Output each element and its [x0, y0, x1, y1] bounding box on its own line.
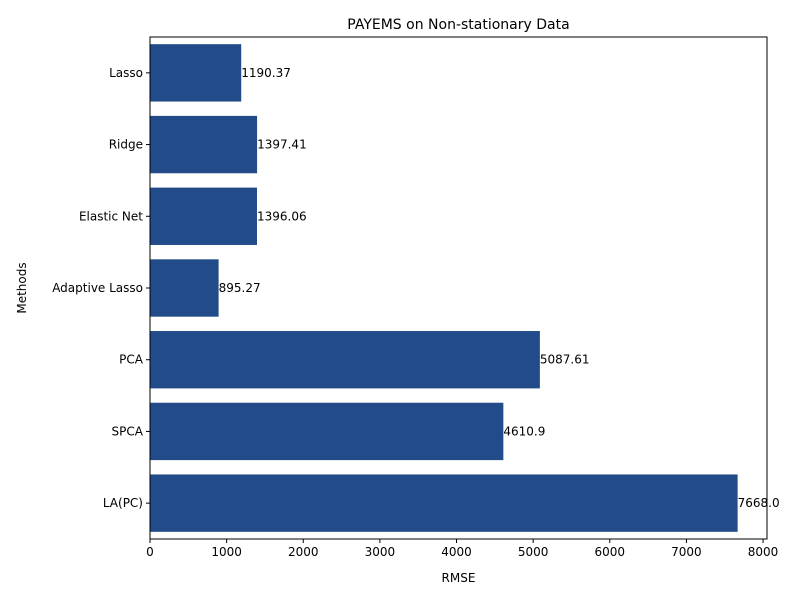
y-tick-label-4: PCA: [119, 353, 144, 367]
x-tick-label-7: 7000: [671, 545, 702, 559]
y-tick-label-6: LA(PC): [103, 496, 143, 510]
y-tick-label-0: Lasso: [109, 66, 143, 80]
x-tick-label-4: 4000: [441, 545, 472, 559]
bar-0: [150, 44, 242, 102]
chart-title: PAYEMS on Non-stationary Data: [347, 17, 569, 33]
bar-2: [150, 187, 257, 245]
axes-frame: [149, 36, 768, 540]
bars-group: [150, 44, 738, 532]
y-axis-ticks: Lasso Ridge Elastic Net Adaptive Lasso PCA SP…: [52, 66, 150, 510]
bar-4: [150, 331, 540, 389]
x-tick-label-3: 3000: [365, 545, 396, 559]
y-axis-title: Methods: [15, 262, 29, 313]
data-label-3: 895.27: [219, 281, 261, 295]
x-tick-label-0: 0: [146, 545, 154, 559]
x-axis-title: RMSE: [442, 571, 476, 585]
data-label-1: 1397.41: [257, 138, 307, 152]
x-tick-label-5: 5000: [518, 545, 549, 559]
x-tick-label-1: 1000: [211, 545, 242, 559]
bar-1: [150, 115, 258, 174]
bar-5: [150, 402, 504, 461]
data-label-0: 1190.37: [241, 66, 291, 80]
x-axis-ticks: 0 1000 2000 3000 4000 5000 6000 7000 8000: [146, 539, 778, 559]
y-tick-label-3: Adaptive Lasso: [52, 281, 143, 295]
bar-3: [150, 259, 219, 317]
y-tick-label-5: SPCA: [112, 424, 144, 438]
data-label-2: 1396.06: [257, 209, 307, 223]
data-label-4: 5087.61: [540, 353, 590, 367]
y-tick-label-1: Ridge: [109, 138, 143, 152]
x-tick-label-8: 8000: [748, 545, 779, 559]
x-tick-label-6: 6000: [595, 545, 626, 559]
x-tick-label-2: 2000: [288, 545, 319, 559]
y-tick-label-2: Elastic Net: [79, 209, 143, 223]
data-labels-group: 1190.37 1397.41 1396.06 895.27 5087.61 4610.9…: [219, 66, 780, 510]
data-label-5: 4610.9: [503, 424, 545, 438]
data-label-6: 7668.0: [738, 496, 780, 510]
bar-6: [150, 474, 738, 532]
